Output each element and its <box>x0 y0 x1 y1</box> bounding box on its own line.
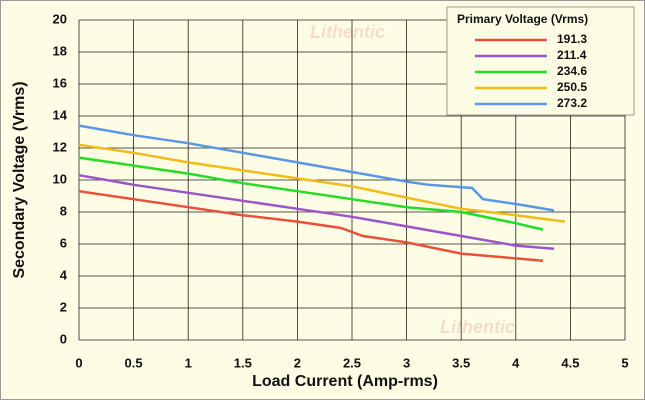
x-tick-label: 4 <box>512 355 520 370</box>
y-tick-label: 18 <box>53 43 67 58</box>
x-tick-label: 4.5 <box>561 355 579 370</box>
x-axis-title: Load Current (Amp-rms) <box>252 373 438 390</box>
x-tick-label: 3 <box>403 355 410 370</box>
x-tick-label: 2 <box>294 355 301 370</box>
legend-label: 211.4 <box>557 48 587 62</box>
x-tick-label: 2.5 <box>343 355 361 370</box>
y-tick-label: 10 <box>53 171 67 186</box>
legend-label: 273.2 <box>557 96 587 110</box>
x-tick-label: 5 <box>621 355 628 370</box>
x-tick-label: 1.5 <box>234 355 252 370</box>
y-axis-title: Secondary Voltage (Vrms) <box>11 81 28 278</box>
line <box>78 189 544 263</box>
x-tick-label: 1 <box>185 355 192 370</box>
legend-box <box>446 6 635 116</box>
legend-label: 191.3 <box>557 32 587 46</box>
line <box>78 143 566 223</box>
y-tick-label: 12 <box>53 139 67 154</box>
line <box>78 124 555 212</box>
y-tick-label: 0 <box>60 331 67 346</box>
watermark: Lithentic <box>310 22 385 42</box>
y-tick-label: 8 <box>60 203 67 218</box>
legend-title: Primary Voltage (Vrms) <box>457 12 588 26</box>
watermark: Lithentic <box>440 317 515 337</box>
y-tick-label: 2 <box>60 299 67 314</box>
legend-label: 234.6 <box>557 64 587 78</box>
y-tick-label: 20 <box>53 11 67 26</box>
x-tick-label: 0.5 <box>125 355 143 370</box>
line <box>78 173 555 251</box>
y-tick-label: 14 <box>53 107 68 122</box>
line <box>78 156 544 231</box>
y-tick-label: 6 <box>60 235 67 250</box>
y-tick-label: 4 <box>60 267 68 282</box>
legend-label: 250.5 <box>557 80 587 94</box>
x-tick-label: 0 <box>75 355 82 370</box>
y-tick-label: 16 <box>53 75 67 90</box>
x-tick-label: 3.5 <box>452 355 470 370</box>
